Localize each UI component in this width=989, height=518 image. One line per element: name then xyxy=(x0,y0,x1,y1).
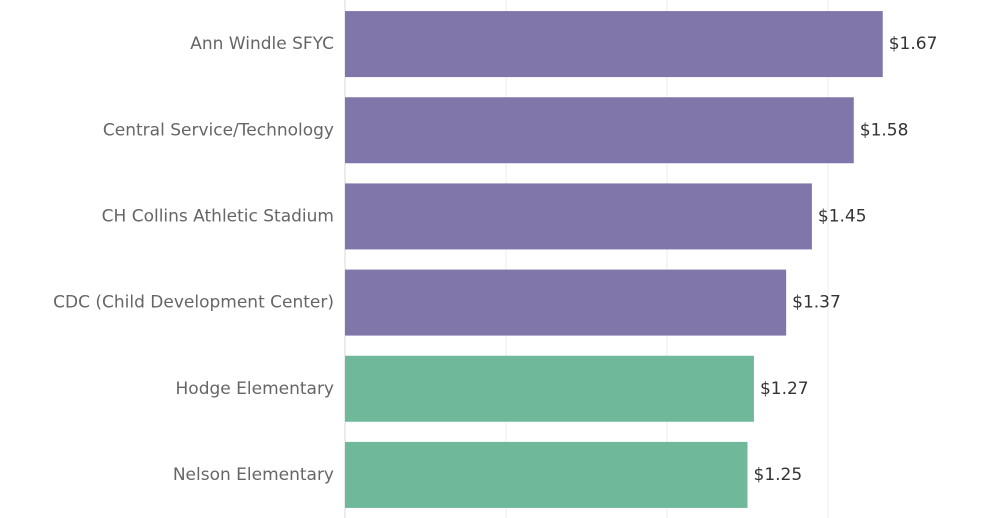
bar xyxy=(345,97,854,164)
value-label: $1.67 xyxy=(889,34,938,54)
y-tick-label: Central Service/Technology xyxy=(103,120,334,140)
value-label: $1.45 xyxy=(818,206,867,226)
y-tick-label: CH Collins Athletic Stadium xyxy=(102,206,334,226)
value-label: $1.25 xyxy=(754,465,803,485)
value-label: $1.58 xyxy=(860,120,909,140)
bar xyxy=(345,269,787,336)
value-label: $1.27 xyxy=(760,379,809,399)
y-tick-label: Nelson Elementary xyxy=(173,465,334,485)
bar xyxy=(345,355,754,422)
value-label: $1.37 xyxy=(792,293,841,313)
bar xyxy=(345,11,883,78)
y-tick-label: Hodge Elementary xyxy=(176,379,334,399)
bar xyxy=(345,441,748,508)
y-tick-label: CDC (Child Development Center) xyxy=(53,293,334,313)
y-tick-label: Ann Windle SFYC xyxy=(190,34,334,54)
bar xyxy=(345,183,812,250)
